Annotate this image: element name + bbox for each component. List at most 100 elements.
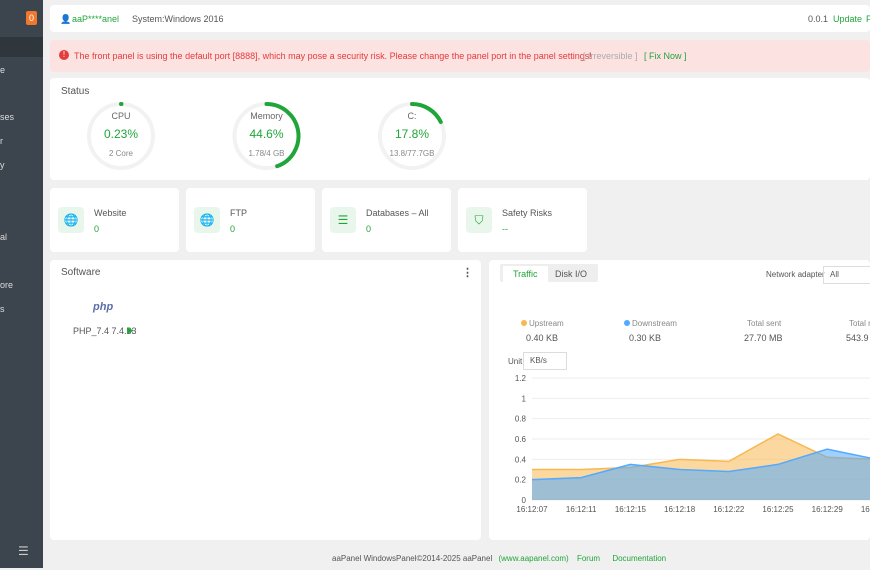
card-name: Databases – All xyxy=(366,208,429,218)
y-tick-label: 0.2 xyxy=(515,476,527,485)
forum-link[interactable]: Forum xyxy=(576,554,601,563)
irreversible[interactable]: [ Irreversible ] xyxy=(583,51,638,61)
copyright: aaPanel WindowsPanel©2014-2025 aaPanel xyxy=(332,554,493,563)
stat-card: 🌐 FTP 0 xyxy=(186,188,315,252)
card-icon: 🌐 xyxy=(58,207,84,233)
card-value: -- xyxy=(502,224,508,234)
stat-card: ☰ Databases – All 0 xyxy=(322,188,451,252)
gauge-name: C: xyxy=(408,111,417,121)
menu-item: y xyxy=(0,160,5,170)
menu-item: e xyxy=(0,65,6,75)
menu-item: r xyxy=(0,136,3,146)
card-icon: 🌐 xyxy=(194,207,220,233)
area xyxy=(532,449,870,500)
stat-value: 27.70 MB xyxy=(744,333,783,343)
stat-value: 543.9 xyxy=(846,333,869,343)
gauge-name: CPU xyxy=(111,111,130,121)
docs-link[interactable]: Documentation xyxy=(612,554,667,563)
x-tick-label: 16:12:25 xyxy=(762,505,794,514)
card-value: 0 xyxy=(94,224,100,234)
card-name: Safety Risks xyxy=(502,208,553,218)
x-tick-label: 16:12:33 xyxy=(861,505,870,514)
menu-item: s xyxy=(0,304,5,314)
gauge-percent: 44.6% xyxy=(249,127,283,141)
gauge-detail: 13.8/77.7GB xyxy=(390,149,435,158)
stat-value: 0.40 KB xyxy=(526,333,559,343)
gauge-arc xyxy=(410,102,443,125)
traffic-chart: 0 0.2 0.4 0.6 0.8 1 1.2 16:12:07 16:12:11 16:12:1… xyxy=(515,374,870,514)
card-icon: ⛉ xyxy=(466,207,492,233)
active-item xyxy=(0,37,43,57)
gauge-detail: 2 Core xyxy=(109,149,134,158)
php-logo: php xyxy=(93,301,114,313)
badge: 0 xyxy=(26,11,37,25)
gauge-detail: 1.78/4 GB xyxy=(248,149,284,158)
x-tick-label: 16:12:29 xyxy=(812,505,844,514)
extra[interactable]: F xyxy=(866,14,870,24)
menu-item: ses xyxy=(0,112,15,122)
version: 0.0.1 xyxy=(808,14,829,24)
menu-item: al xyxy=(0,232,8,242)
tab[interactable]: Traffic xyxy=(503,266,548,282)
traffic-panel: Traffic Disk I/O Network adapter All Uni… xyxy=(489,260,870,540)
gauge-percent: 17.8% xyxy=(395,127,429,141)
x-tick-label: 16:12:11 xyxy=(566,505,597,514)
php-item[interactable]: PHP_7.4 7.4.33 xyxy=(73,326,137,336)
stat-card: 🌐 Website 0 xyxy=(50,188,179,252)
y-tick-label: 0 xyxy=(522,496,527,505)
unit-label: Unit xyxy=(508,357,523,366)
fix-now[interactable]: [ Fix Now ] xyxy=(644,51,687,61)
card-name: FTP xyxy=(230,208,247,218)
alert-message: The front panel is using the default por… xyxy=(74,51,592,61)
status-title: Status xyxy=(61,86,90,97)
adapter-select[interactable]: All xyxy=(823,266,870,284)
update[interactable]: Update xyxy=(833,14,863,24)
stat-name: Total sent xyxy=(747,319,782,328)
more-icon[interactable]: ⋮ xyxy=(462,267,473,279)
footer: aaPanel WindowsPanel©2014-2025 aaPanel (… xyxy=(332,554,666,563)
y-tick-label: 1 xyxy=(522,394,527,403)
card-value: 0 xyxy=(230,224,236,234)
legend-dot xyxy=(521,320,527,326)
y-tick-label: 0.8 xyxy=(515,415,527,424)
alert-icon: ! xyxy=(59,50,69,60)
gauges: CPU 0.23% 2 Core Memory 44.6% 1.78/4 GB C: 17.8… xyxy=(87,101,446,170)
software-panel: Software ⋮ php PHP_7.4 7.4.33 ▶ xyxy=(50,260,481,540)
sidebar: 0 ☰ e ses r y al ore s xyxy=(0,0,43,568)
x-tick-label: 16:12:18 xyxy=(664,505,696,514)
stat-name: Downstream xyxy=(632,319,677,328)
system: System:Windows 2016 xyxy=(132,14,224,24)
gauge-name: Memory xyxy=(250,111,283,121)
software-title: Software xyxy=(61,267,101,278)
unit-select[interactable]: KB/s xyxy=(523,352,567,370)
y-tick-label: 0.4 xyxy=(515,455,527,464)
site-link[interactable]: (www.aapanel.com) xyxy=(498,554,569,563)
menu-item: ore xyxy=(0,280,14,290)
stat-card: ⛉ Safety Risks -- xyxy=(458,188,587,252)
adapter-label: Network adapter xyxy=(766,270,825,279)
tab[interactable]: Disk I/O xyxy=(555,269,588,279)
header: 👤 aaP****anel System:Windows 2016 0.0.1 … xyxy=(50,5,870,32)
gauge-arc xyxy=(264,102,301,169)
card-icon: ☰ xyxy=(330,207,356,233)
card-name: Website xyxy=(94,208,127,218)
y-tick-label: 1.2 xyxy=(515,374,527,383)
x-tick-label: 16:12:22 xyxy=(713,505,745,514)
alert: ! The front panel is using the default p… xyxy=(50,40,870,72)
user[interactable]: aaP****anel xyxy=(72,14,120,24)
line xyxy=(531,448,870,481)
stat-name: Upstream xyxy=(529,319,564,328)
stat-name: Total rec xyxy=(849,319,870,328)
play-icon[interactable]: ▶ xyxy=(127,325,134,335)
stat-value: 0.30 KB xyxy=(629,333,662,343)
status-panel: Status CPU 0.23% 2 Core Memory 44.6% 1.78/4 G… xyxy=(50,78,870,180)
x-tick-label: 16:12:07 xyxy=(516,505,548,514)
x-tick-label: 16:12:15 xyxy=(615,505,647,514)
user-icon: 👤 xyxy=(60,14,72,24)
y-tick-label: 0.6 xyxy=(515,435,527,444)
menu-icon[interactable]: ☰ xyxy=(18,544,29,558)
gauge-percent: 0.23% xyxy=(104,127,138,141)
card-value: 0 xyxy=(366,224,372,234)
legend-dot xyxy=(624,320,630,326)
